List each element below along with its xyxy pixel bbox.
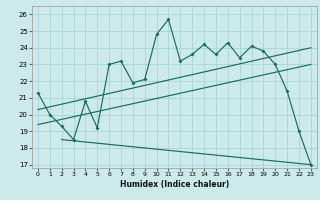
X-axis label: Humidex (Indice chaleur): Humidex (Indice chaleur) — [120, 180, 229, 189]
